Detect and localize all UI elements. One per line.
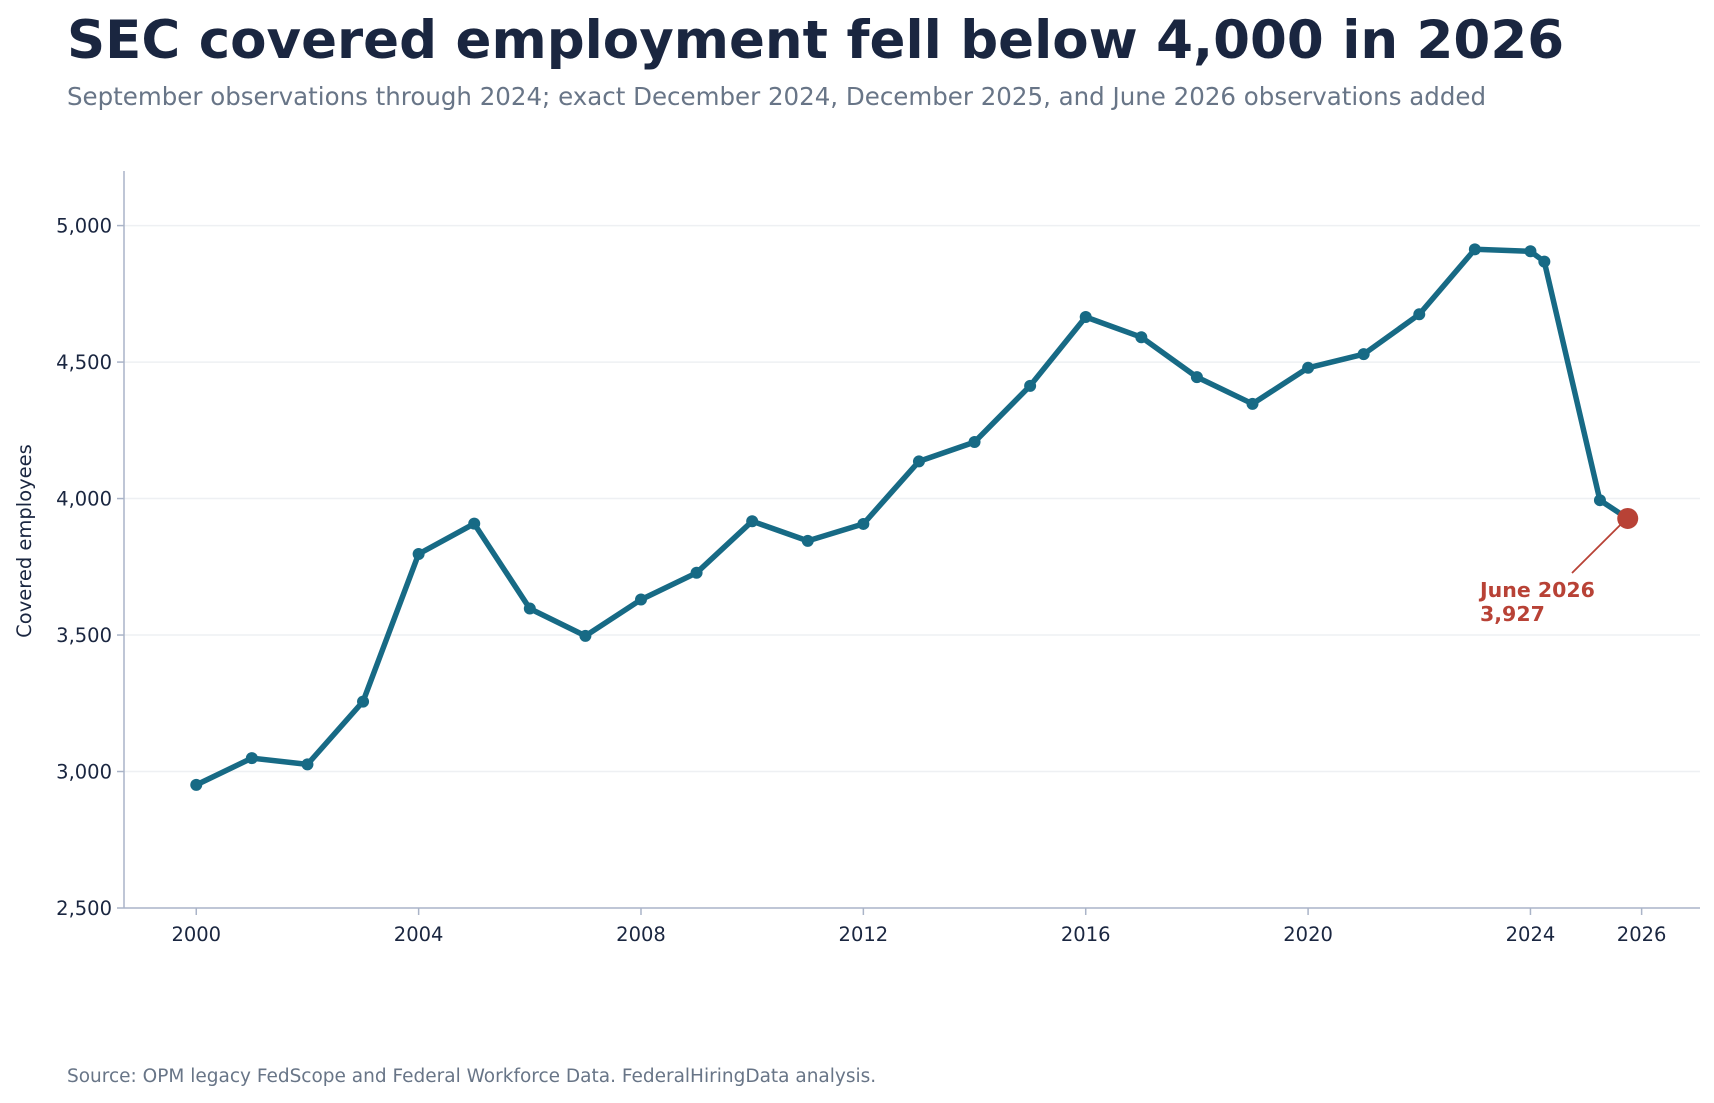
x-tick-label: 2000 xyxy=(171,923,221,946)
data-point xyxy=(579,629,592,642)
data-point xyxy=(190,778,203,791)
data-point xyxy=(1079,311,1092,324)
series-employment xyxy=(190,243,1631,791)
annotation-label-date: June 2026 xyxy=(1478,578,1595,602)
data-point xyxy=(1135,331,1148,344)
data-point xyxy=(1593,494,1606,507)
data-point xyxy=(1524,245,1537,258)
data-point xyxy=(357,695,370,708)
x-tick-label: 2020 xyxy=(1283,923,1333,946)
data-point xyxy=(968,436,981,449)
data-point xyxy=(1468,243,1481,256)
x-tick-label: 2016 xyxy=(1061,923,1111,946)
data-point xyxy=(468,517,481,530)
data-point xyxy=(1246,397,1259,410)
axes xyxy=(123,171,1700,909)
highlight-point xyxy=(1617,507,1639,529)
chart-subtitle: September observations through 2024; exa… xyxy=(67,82,1486,111)
x-tick-label: 2004 xyxy=(394,923,444,946)
y-tick-label: 3,000 xyxy=(56,761,112,784)
data-point xyxy=(245,752,258,765)
data-point xyxy=(1413,308,1426,321)
y-tick-label: 2,500 xyxy=(56,897,112,920)
y-tick-label: 4,000 xyxy=(56,488,112,511)
chart-title: SEC covered employment fell below 4,000 … xyxy=(67,10,1565,71)
data-point xyxy=(801,534,814,547)
data-point xyxy=(1538,255,1551,268)
data-point xyxy=(1190,371,1203,384)
series-line xyxy=(193,246,1631,788)
data-point xyxy=(634,593,647,606)
y-tick-label: 4,500 xyxy=(56,351,112,374)
x-tick-label: 2008 xyxy=(616,923,666,946)
data-point xyxy=(690,566,703,579)
data-point xyxy=(301,758,314,771)
y-ticks: 2,500 3,000 3,500 4,000 4,500 5,000 xyxy=(56,215,124,920)
data-point xyxy=(412,547,425,560)
data-point xyxy=(1302,361,1315,374)
y-tick-label: 5,000 xyxy=(56,215,112,238)
data-point xyxy=(746,515,759,528)
x-tick-label: 2012 xyxy=(839,923,889,946)
data-point xyxy=(1024,379,1037,392)
source-note: Source: OPM legacy FedScope and Federal … xyxy=(67,1066,877,1087)
gridlines xyxy=(124,224,1700,773)
annotation-label-value: 3,927 xyxy=(1480,602,1545,626)
x-tick-label: 2026 xyxy=(1617,923,1667,946)
x-tick-label: 2024 xyxy=(1506,923,1556,946)
data-point xyxy=(1357,348,1370,361)
x-ticks: 2000 2004 2008 2012 2016 2020 2024 2026 xyxy=(171,908,1666,946)
data-point xyxy=(523,602,536,615)
y-tick-label: 3,500 xyxy=(56,624,112,647)
y-axis-label: Covered employees xyxy=(13,444,36,638)
annotation-leader xyxy=(1571,522,1623,574)
data-point xyxy=(912,455,925,468)
data-point xyxy=(857,517,870,530)
